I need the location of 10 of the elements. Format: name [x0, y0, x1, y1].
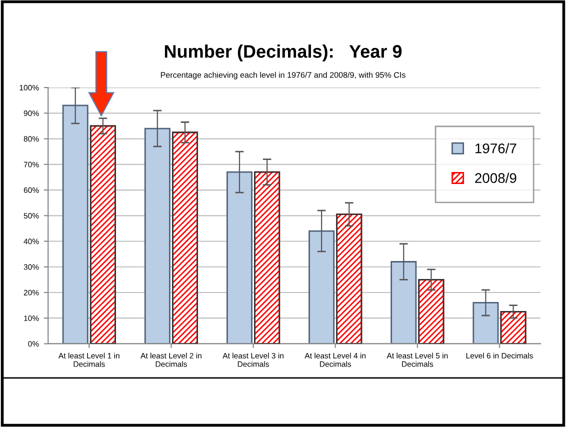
- bar: [226, 171, 253, 344]
- chart-subtitle: Percentage achieving each level in 1976/7 and 2008/9, with 95% CIs: [160, 72, 406, 80]
- legend-label: 2008/9: [475, 172, 516, 184]
- bar: [390, 261, 417, 344]
- bar: [62, 104, 88, 344]
- legend-label: 1976/7: [476, 143, 516, 154]
- bar: [472, 302, 499, 344]
- chart-title: Number (Decimals): Year 9: [164, 44, 402, 62]
- bar: [144, 128, 170, 344]
- bar: [308, 230, 335, 344]
